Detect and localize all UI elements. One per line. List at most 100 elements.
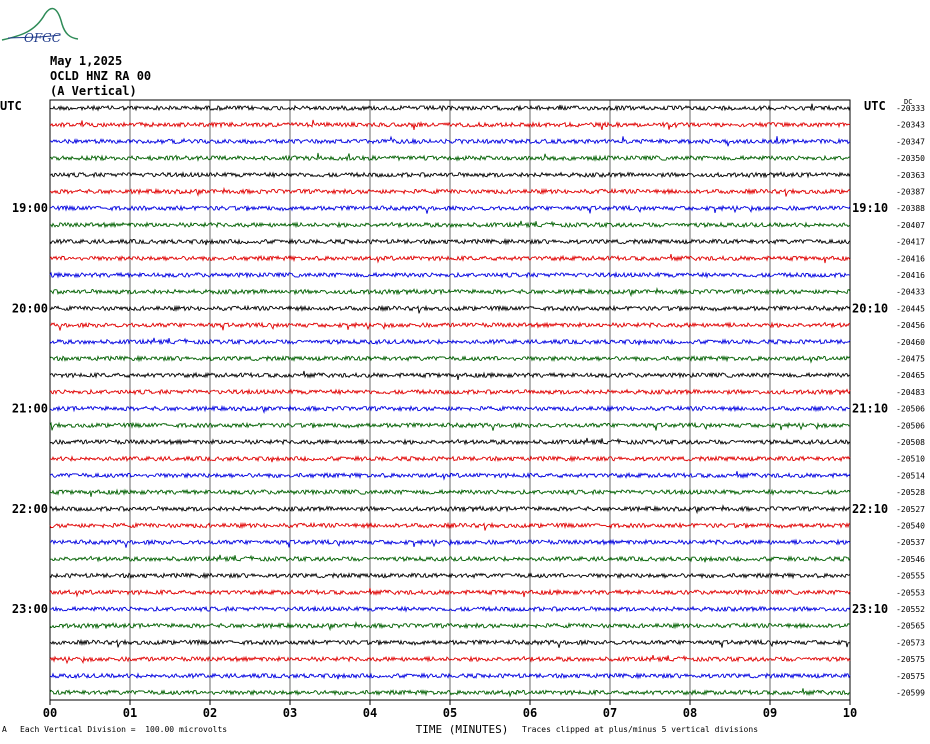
x-tick-label: 04 bbox=[363, 706, 377, 720]
seismic-trace bbox=[49, 538, 851, 548]
dc-offset-label: -20456 bbox=[896, 321, 925, 330]
dc-offset-label: -20510 bbox=[896, 455, 925, 464]
station-code: OCLD HNZ RA 00 bbox=[50, 69, 152, 83]
seismic-trace bbox=[49, 321, 851, 331]
x-tick-label: 09 bbox=[763, 706, 777, 720]
dc-offset-label: -20506 bbox=[896, 421, 925, 430]
left-time-label: 23:00 bbox=[12, 602, 48, 616]
seismic-trace bbox=[49, 504, 851, 515]
dc-offset-label: -20552 bbox=[896, 605, 925, 614]
component-label: (A Vertical) bbox=[50, 84, 137, 98]
dc-offset-label: -20347 bbox=[896, 137, 925, 146]
seismic-trace bbox=[49, 587, 851, 598]
dc-offset-label: -20540 bbox=[896, 522, 925, 531]
dc-offset-label: -20416 bbox=[896, 271, 925, 280]
dc-label: DC bbox=[904, 98, 912, 106]
seismic-trace bbox=[49, 271, 851, 279]
dc-offset-label: -20460 bbox=[896, 338, 925, 347]
left-time-label: 19:00 bbox=[12, 201, 48, 215]
seismic-trace bbox=[49, 119, 851, 131]
x-tick-label: 03 bbox=[283, 706, 297, 720]
dc-offset-label: -20333 bbox=[896, 104, 925, 113]
seismic-trace bbox=[49, 437, 851, 446]
seismic-trace bbox=[49, 304, 851, 314]
left-time-label: 21:00 bbox=[12, 402, 48, 416]
seismic-trace bbox=[49, 688, 851, 698]
dc-offset-label: -20528 bbox=[896, 488, 925, 497]
x-tick-label: 05 bbox=[443, 706, 457, 720]
dc-offset-label: -20417 bbox=[896, 238, 925, 247]
seismic-trace bbox=[49, 220, 851, 229]
left-time-label: 20:00 bbox=[12, 301, 48, 315]
seismic-trace bbox=[49, 103, 851, 113]
dc-offset-label: -20433 bbox=[896, 288, 925, 297]
seismic-trace bbox=[49, 672, 851, 680]
x-tick-label: 10 bbox=[843, 706, 857, 720]
x-tick-label: 00 bbox=[43, 706, 57, 720]
seismic-trace bbox=[49, 171, 851, 179]
scale-note: Each Vertical Division = 100.00 microvol… bbox=[20, 725, 228, 734]
dc-offset-label: -20407 bbox=[896, 221, 925, 230]
dc-offset-label: -20573 bbox=[896, 638, 925, 647]
right-time-label: 21:10 bbox=[852, 402, 888, 416]
seismic-trace bbox=[49, 237, 851, 246]
plot-date: May 1,2025 bbox=[50, 54, 123, 68]
logo-text: OFGC bbox=[24, 31, 61, 45]
dc-offset-label: -20575 bbox=[896, 672, 925, 681]
seismic-trace bbox=[49, 454, 851, 463]
dc-offset-label: -20565 bbox=[896, 622, 925, 631]
clip-note: Traces clipped at plus/minus 5 vertical … bbox=[522, 725, 759, 734]
logo-curve bbox=[1, 7, 79, 41]
seismic-trace bbox=[49, 521, 851, 531]
x-tick-label: 07 bbox=[603, 706, 617, 720]
seismic-trace bbox=[49, 621, 851, 632]
dc-offset-label: -20553 bbox=[896, 588, 925, 597]
seismic-trace bbox=[49, 554, 851, 563]
seismic-trace bbox=[49, 186, 851, 197]
seismic-trace bbox=[49, 654, 851, 665]
seismic-trace bbox=[49, 135, 851, 147]
seismic-trace bbox=[49, 370, 851, 380]
seismic-trace bbox=[49, 337, 851, 346]
dc-offset-label: -20363 bbox=[896, 171, 925, 180]
seismic-trace bbox=[49, 488, 851, 497]
x-axis-label: TIME (MINUTES) bbox=[416, 723, 509, 736]
seismic-trace bbox=[49, 571, 851, 580]
dc-offset-label: -20483 bbox=[896, 388, 925, 397]
dc-offset-label: -20343 bbox=[896, 121, 925, 130]
x-tick-label: 01 bbox=[123, 706, 137, 720]
dc-offset-label: -20599 bbox=[896, 689, 925, 698]
right-axis-label: UTC bbox=[864, 99, 886, 113]
left-time-label: 22:00 bbox=[12, 502, 48, 516]
ofgc-logo: OFGC bbox=[1, 7, 79, 45]
dc-offset-label: -20508 bbox=[896, 438, 925, 447]
left-axis-label: UTC bbox=[0, 99, 22, 113]
dc-offset-label: -20514 bbox=[896, 471, 925, 480]
dc-offset-label: -20537 bbox=[896, 538, 925, 547]
seismic-trace bbox=[49, 354, 851, 364]
seismic-trace bbox=[49, 204, 851, 214]
dc-offset-label: -20475 bbox=[896, 355, 925, 364]
x-tick-label: 08 bbox=[683, 706, 697, 720]
seismic-trace bbox=[49, 403, 851, 414]
dc-offset-label: -20527 bbox=[896, 505, 925, 514]
seismic-trace bbox=[49, 605, 851, 613]
seismic-trace bbox=[49, 388, 851, 396]
corner-mark: A bbox=[2, 725, 7, 734]
seismic-trace bbox=[49, 152, 851, 162]
seismic-trace bbox=[49, 638, 851, 648]
right-time-label: 20:10 bbox=[852, 301, 888, 315]
seismic-trace bbox=[49, 471, 851, 481]
right-time-label: 19:10 bbox=[852, 201, 888, 215]
seismic-trace bbox=[49, 421, 851, 431]
seismic-trace bbox=[49, 287, 851, 298]
x-tick-label: 06 bbox=[523, 706, 537, 720]
dc-offset-label: -20575 bbox=[896, 655, 925, 664]
right-time-label: 23:10 bbox=[852, 602, 888, 616]
dc-offset-label: -20387 bbox=[896, 188, 925, 197]
seismic-trace bbox=[49, 253, 851, 264]
dc-offset-label: -20388 bbox=[896, 204, 925, 213]
dc-offset-label: -20465 bbox=[896, 371, 925, 380]
dc-offset-label: -20416 bbox=[896, 254, 925, 263]
